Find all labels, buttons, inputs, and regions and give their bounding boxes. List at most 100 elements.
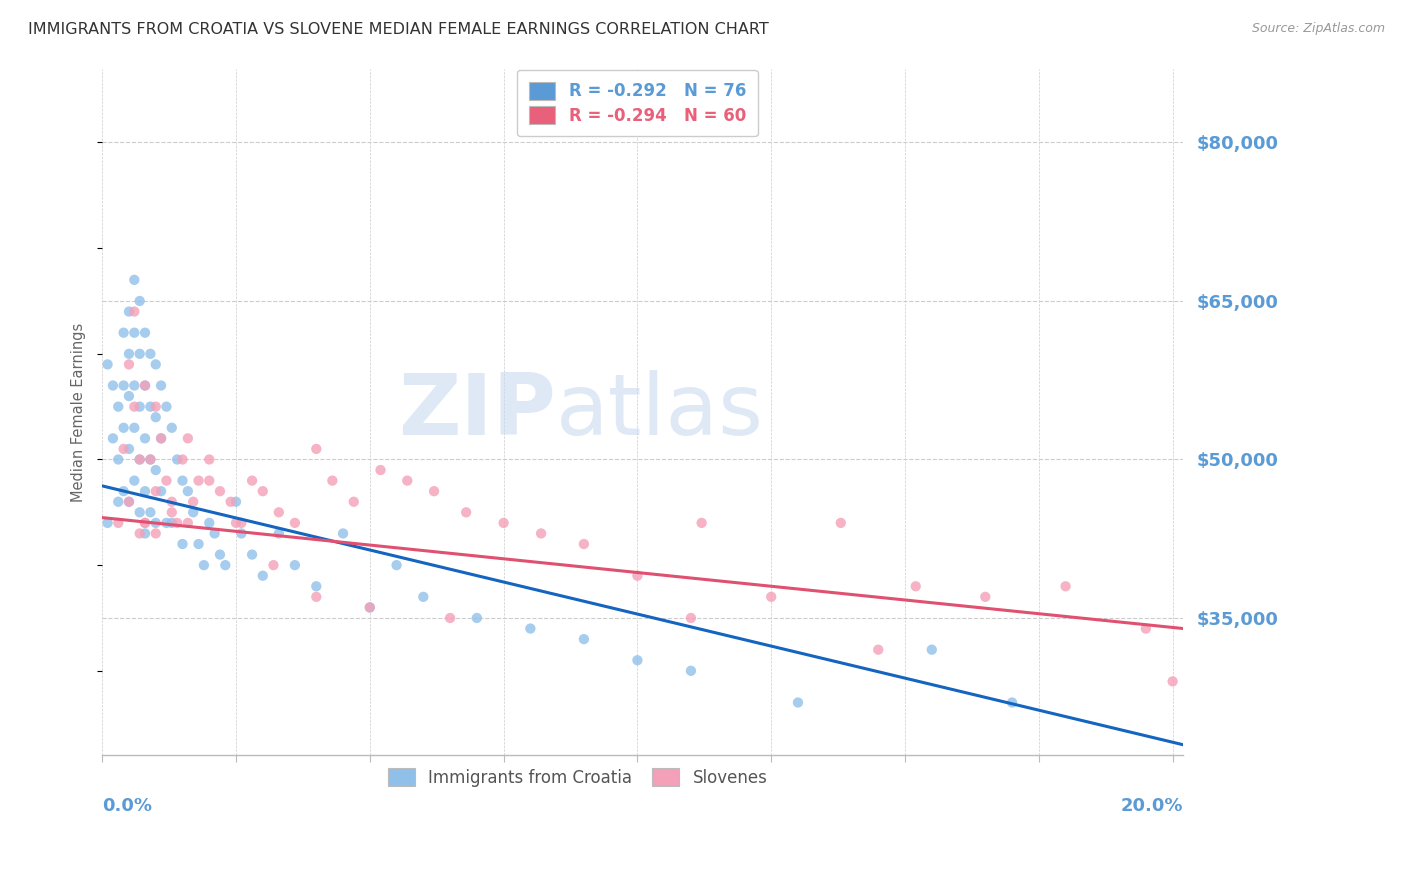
Point — [124, 378, 146, 392]
Point — [1054, 579, 1077, 593]
Point — [128, 452, 150, 467]
Point — [225, 516, 247, 530]
Point — [107, 495, 129, 509]
Point — [787, 696, 810, 710]
Point — [97, 358, 120, 372]
Point — [332, 526, 354, 541]
Point — [187, 537, 209, 551]
Point — [690, 516, 713, 530]
Point — [252, 568, 274, 582]
Point — [128, 347, 150, 361]
Point — [145, 400, 167, 414]
Point — [572, 537, 595, 551]
Point — [112, 421, 135, 435]
Point — [974, 590, 997, 604]
Point — [124, 474, 146, 488]
Point — [305, 442, 328, 456]
Point — [492, 516, 515, 530]
Point — [252, 484, 274, 499]
Text: ZIP: ZIP — [398, 370, 557, 453]
Point — [198, 474, 221, 488]
Point — [172, 537, 194, 551]
Point — [166, 516, 188, 530]
Point — [124, 273, 146, 287]
Point — [118, 495, 141, 509]
Point — [134, 516, 156, 530]
Point — [145, 463, 167, 477]
Point — [519, 622, 541, 636]
Point — [128, 526, 150, 541]
Point — [112, 326, 135, 340]
Point — [267, 526, 290, 541]
Point — [134, 378, 156, 392]
Point — [305, 590, 328, 604]
Point — [679, 664, 702, 678]
Point — [572, 632, 595, 646]
Point — [124, 400, 146, 414]
Point — [172, 474, 194, 488]
Point — [160, 495, 183, 509]
Point — [139, 452, 162, 467]
Point — [150, 484, 173, 499]
Point — [214, 558, 236, 573]
Y-axis label: Median Female Earnings: Median Female Earnings — [72, 322, 86, 501]
Point — [761, 590, 783, 604]
Text: atlas: atlas — [557, 370, 765, 453]
Point — [198, 516, 221, 530]
Point — [118, 304, 141, 318]
Text: 20.0%: 20.0% — [1121, 797, 1184, 814]
Point — [1135, 622, 1157, 636]
Point — [118, 442, 141, 456]
Point — [284, 516, 307, 530]
Point — [456, 505, 478, 519]
Point — [134, 526, 156, 541]
Point — [231, 526, 253, 541]
Point — [359, 600, 381, 615]
Point — [240, 474, 263, 488]
Point — [396, 474, 419, 488]
Point — [231, 516, 253, 530]
Point — [150, 378, 173, 392]
Point — [139, 400, 162, 414]
Point — [198, 452, 221, 467]
Point — [284, 558, 307, 573]
Point — [145, 526, 167, 541]
Point — [267, 505, 290, 519]
Point — [385, 558, 408, 573]
Point — [305, 579, 328, 593]
Point — [118, 347, 141, 361]
Point — [155, 400, 177, 414]
Point — [321, 474, 343, 488]
Point — [134, 431, 156, 445]
Point — [124, 326, 146, 340]
Point — [172, 452, 194, 467]
Point — [921, 642, 943, 657]
Point — [343, 495, 366, 509]
Legend: Immigrants from Croatia, Slovenes: Immigrants from Croatia, Slovenes — [377, 756, 779, 798]
Point — [134, 484, 156, 499]
Point — [145, 410, 167, 425]
Point — [904, 579, 927, 593]
Point — [177, 484, 200, 499]
Point — [208, 484, 231, 499]
Text: Source: ZipAtlas.com: Source: ZipAtlas.com — [1251, 22, 1385, 36]
Point — [101, 378, 124, 392]
Point — [263, 558, 285, 573]
Point — [1161, 674, 1184, 689]
Point — [112, 484, 135, 499]
Point — [118, 389, 141, 403]
Point — [128, 505, 150, 519]
Point — [139, 452, 162, 467]
Text: IMMIGRANTS FROM CROATIA VS SLOVENE MEDIAN FEMALE EARNINGS CORRELATION CHART: IMMIGRANTS FROM CROATIA VS SLOVENE MEDIA… — [28, 22, 769, 37]
Point — [124, 421, 146, 435]
Point — [155, 516, 177, 530]
Point — [160, 505, 183, 519]
Text: 0.0%: 0.0% — [103, 797, 152, 814]
Point — [107, 452, 129, 467]
Point — [530, 526, 553, 541]
Point — [150, 431, 173, 445]
Point — [219, 495, 242, 509]
Point — [134, 326, 156, 340]
Point — [187, 474, 209, 488]
Point — [208, 548, 231, 562]
